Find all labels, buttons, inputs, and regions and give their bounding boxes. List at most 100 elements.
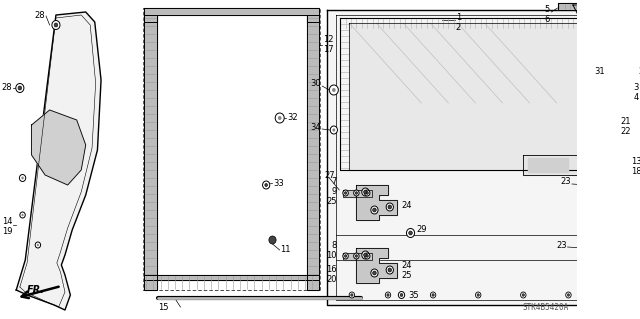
Text: 34: 34 bbox=[310, 123, 321, 132]
Circle shape bbox=[262, 181, 270, 189]
Text: FR.: FR. bbox=[27, 285, 45, 295]
Circle shape bbox=[19, 174, 26, 182]
Text: 31: 31 bbox=[594, 68, 605, 77]
Circle shape bbox=[432, 294, 435, 296]
Circle shape bbox=[16, 84, 24, 93]
Circle shape bbox=[522, 294, 525, 296]
Circle shape bbox=[343, 253, 348, 259]
Polygon shape bbox=[16, 12, 101, 310]
Circle shape bbox=[269, 236, 276, 244]
Circle shape bbox=[372, 271, 376, 275]
Circle shape bbox=[52, 20, 60, 29]
Circle shape bbox=[275, 113, 284, 123]
Polygon shape bbox=[307, 15, 319, 280]
Circle shape bbox=[371, 269, 378, 277]
Text: 29: 29 bbox=[416, 226, 426, 234]
Circle shape bbox=[520, 292, 526, 298]
Text: 7: 7 bbox=[331, 177, 337, 187]
Circle shape bbox=[343, 190, 348, 196]
Circle shape bbox=[344, 255, 347, 257]
Circle shape bbox=[582, 243, 591, 253]
Text: 8: 8 bbox=[331, 241, 337, 249]
Polygon shape bbox=[356, 248, 397, 283]
Text: 18: 18 bbox=[632, 167, 640, 176]
Polygon shape bbox=[343, 190, 372, 197]
Circle shape bbox=[344, 192, 347, 194]
Circle shape bbox=[567, 294, 570, 296]
Circle shape bbox=[627, 77, 636, 87]
Circle shape bbox=[586, 180, 595, 190]
Circle shape bbox=[330, 85, 339, 95]
Circle shape bbox=[386, 266, 394, 274]
Circle shape bbox=[355, 255, 358, 257]
Polygon shape bbox=[145, 15, 157, 280]
Circle shape bbox=[477, 294, 479, 296]
Circle shape bbox=[610, 78, 617, 86]
Text: 25: 25 bbox=[326, 197, 337, 206]
Text: 4: 4 bbox=[634, 93, 639, 102]
Text: 28: 28 bbox=[35, 11, 45, 20]
Text: STK4B5420A: STK4B5420A bbox=[522, 303, 568, 312]
Circle shape bbox=[365, 190, 370, 196]
Polygon shape bbox=[573, 5, 600, 40]
Text: 27: 27 bbox=[325, 170, 335, 180]
Text: 25: 25 bbox=[401, 271, 412, 279]
Text: 35: 35 bbox=[408, 291, 419, 300]
Circle shape bbox=[362, 251, 369, 259]
Polygon shape bbox=[524, 155, 577, 175]
Circle shape bbox=[385, 292, 390, 298]
Circle shape bbox=[265, 183, 268, 187]
Text: 15: 15 bbox=[158, 302, 168, 311]
Circle shape bbox=[22, 214, 24, 216]
Text: 22: 22 bbox=[621, 128, 631, 137]
Circle shape bbox=[388, 268, 392, 272]
Text: 30: 30 bbox=[310, 78, 321, 87]
Polygon shape bbox=[145, 8, 319, 22]
Circle shape bbox=[354, 190, 359, 196]
Text: 33: 33 bbox=[273, 179, 284, 188]
Text: 17: 17 bbox=[323, 46, 333, 55]
Circle shape bbox=[349, 292, 355, 298]
Circle shape bbox=[364, 253, 367, 257]
Circle shape bbox=[37, 244, 39, 246]
Text: 23: 23 bbox=[561, 177, 571, 187]
Circle shape bbox=[388, 205, 392, 209]
Circle shape bbox=[400, 293, 403, 296]
Text: 9: 9 bbox=[332, 188, 337, 197]
Circle shape bbox=[364, 190, 367, 194]
Text: 11: 11 bbox=[280, 246, 290, 255]
Circle shape bbox=[354, 253, 359, 259]
Polygon shape bbox=[343, 253, 372, 260]
Polygon shape bbox=[356, 185, 397, 220]
Text: 28: 28 bbox=[2, 84, 12, 93]
Text: 3: 3 bbox=[634, 84, 639, 93]
Circle shape bbox=[371, 206, 378, 214]
Circle shape bbox=[476, 292, 481, 298]
Circle shape bbox=[278, 116, 282, 120]
Circle shape bbox=[362, 188, 369, 196]
Text: 23: 23 bbox=[556, 241, 566, 249]
Circle shape bbox=[387, 294, 389, 296]
Polygon shape bbox=[31, 110, 86, 185]
Text: 24: 24 bbox=[401, 201, 412, 210]
Circle shape bbox=[332, 129, 335, 132]
Polygon shape bbox=[349, 23, 577, 170]
Polygon shape bbox=[528, 158, 568, 172]
Polygon shape bbox=[557, 3, 614, 10]
Circle shape bbox=[406, 228, 415, 238]
Text: 5: 5 bbox=[544, 5, 550, 14]
Text: 26: 26 bbox=[638, 68, 640, 77]
Text: 1: 1 bbox=[456, 13, 461, 23]
Circle shape bbox=[566, 292, 571, 298]
Circle shape bbox=[355, 192, 358, 194]
Text: 14: 14 bbox=[2, 218, 12, 226]
Polygon shape bbox=[145, 275, 319, 290]
Circle shape bbox=[366, 255, 369, 257]
Polygon shape bbox=[594, 8, 625, 285]
Text: 24: 24 bbox=[401, 261, 412, 270]
Circle shape bbox=[365, 253, 370, 259]
Circle shape bbox=[54, 23, 58, 27]
Text: 32: 32 bbox=[287, 114, 298, 122]
Circle shape bbox=[35, 242, 40, 248]
Circle shape bbox=[386, 203, 394, 211]
